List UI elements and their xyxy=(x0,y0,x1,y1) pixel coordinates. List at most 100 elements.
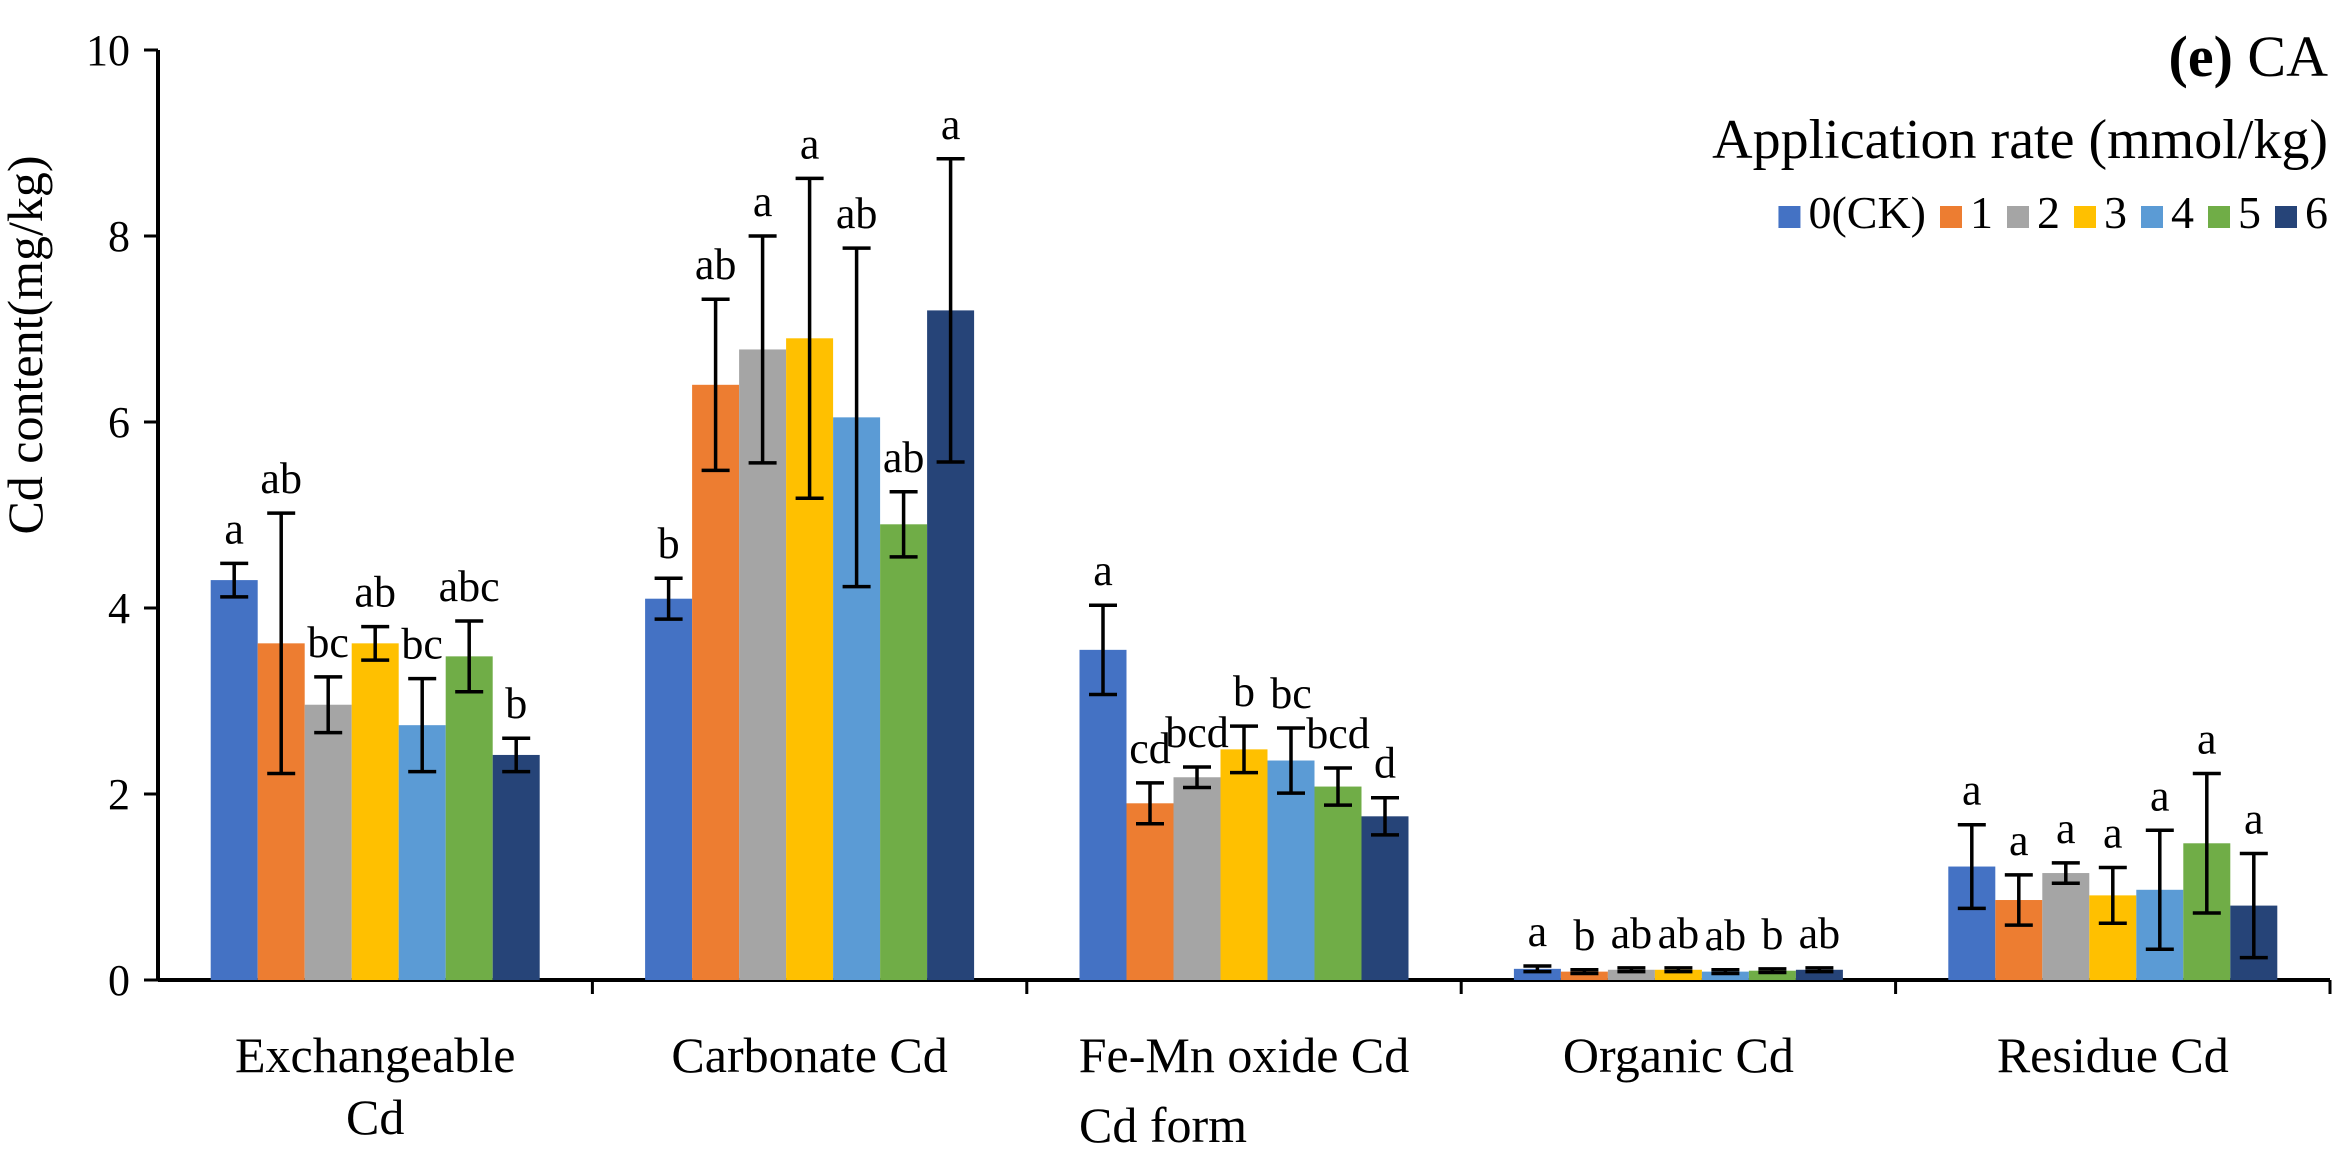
error-bar xyxy=(2192,771,2221,915)
error-bar xyxy=(502,736,531,774)
legend-item: 0(CK) xyxy=(1778,187,1926,238)
bar xyxy=(880,524,928,980)
bar xyxy=(1220,749,1268,980)
significance-letter: ab xyxy=(883,433,925,482)
error-bar xyxy=(701,297,730,473)
bar xyxy=(1361,816,1409,980)
panel-label: (e) CA xyxy=(2169,24,2329,89)
significance-letter: ab xyxy=(1705,911,1747,960)
significance-letter: a xyxy=(753,177,773,226)
error-bar xyxy=(1523,964,1552,974)
legend-item: 5 xyxy=(2208,187,2261,238)
bar xyxy=(1607,969,1655,980)
legend-swatch xyxy=(1940,206,1962,228)
error-bar xyxy=(1089,603,1117,697)
error-bar xyxy=(1371,795,1399,837)
bar xyxy=(1748,970,1796,980)
y-tick-label: 2 xyxy=(108,770,130,819)
error-bar xyxy=(2004,873,2033,927)
y-tick-label: 4 xyxy=(108,584,130,633)
error-bar xyxy=(2051,861,2080,886)
significance-letter: abc xyxy=(439,562,500,611)
significance-letter: b xyxy=(1233,667,1255,716)
legend-label: 3 xyxy=(2104,187,2127,238)
significance-letter: a xyxy=(1528,907,1548,956)
significance-letter: a xyxy=(1093,546,1113,595)
legend-swatch xyxy=(1778,206,1801,228)
error-bar xyxy=(795,176,824,501)
error-bar xyxy=(889,490,918,559)
legend-swatch xyxy=(2074,206,2096,228)
x-ticks xyxy=(590,980,2332,994)
bar xyxy=(692,384,740,980)
error-bar xyxy=(408,676,437,774)
error-bar xyxy=(1711,968,1740,976)
bar xyxy=(1701,971,1749,980)
significance-letter: ab xyxy=(1611,909,1653,958)
significance-letter: b xyxy=(658,519,680,568)
legend-title: Application rate (mmol/kg) xyxy=(1712,109,2328,171)
error-bar xyxy=(1664,966,1693,974)
significance-letter: d xyxy=(1374,739,1396,788)
bar xyxy=(445,656,493,980)
error-bar xyxy=(1617,966,1646,974)
panel-label-name: CA xyxy=(2233,24,2328,89)
x-axis-title: Cd form xyxy=(1079,1097,1247,1153)
significance-letter: a xyxy=(2056,804,2076,853)
error-bar xyxy=(455,619,484,694)
error-bar xyxy=(1957,822,1986,911)
bar xyxy=(1079,649,1127,980)
bar xyxy=(304,704,352,980)
significance-letter: a xyxy=(2197,715,2217,764)
bar xyxy=(645,598,693,980)
y-tick-label: 0 xyxy=(108,956,130,1005)
legend-label: 0(CK) xyxy=(1808,187,1926,238)
category-label: Residue Cd xyxy=(1997,1027,2229,1083)
legend-label: 1 xyxy=(1970,187,1993,238)
y-tick-label: 6 xyxy=(108,398,130,447)
bar xyxy=(492,754,540,980)
significance-letter: ab xyxy=(260,454,302,503)
significance-letter: a xyxy=(2103,808,2123,857)
legend-swatch xyxy=(2275,206,2297,228)
y-tick-label: 8 xyxy=(108,212,130,261)
significance-letter: b xyxy=(1573,911,1595,960)
bar xyxy=(1560,971,1608,980)
legend-item: 1 xyxy=(1940,187,1993,238)
error-bar xyxy=(1136,781,1164,826)
error-bar xyxy=(2145,828,2174,952)
significance-letter: b xyxy=(505,679,527,728)
bar xyxy=(2042,873,2090,980)
significance-letter: ab xyxy=(695,240,737,289)
legend-item: 2 xyxy=(2007,187,2060,238)
significance-letter: a xyxy=(800,119,820,168)
legend-item: 3 xyxy=(2074,187,2127,238)
significance-letter: bc xyxy=(401,620,443,669)
error-bar xyxy=(2239,851,2268,960)
legend-label: 2 xyxy=(2037,187,2060,238)
bar xyxy=(1267,760,1315,980)
bar xyxy=(1314,786,1362,980)
significance-letter: bcd xyxy=(1306,709,1370,758)
legend-swatch xyxy=(2208,206,2230,228)
error-bar xyxy=(1324,766,1352,807)
significance-letter: a xyxy=(2150,771,2170,820)
bar xyxy=(1513,968,1561,980)
legend-label: 5 xyxy=(2238,187,2261,238)
error-bar xyxy=(2098,865,2127,926)
error-bar xyxy=(748,234,777,465)
bar xyxy=(1654,969,1702,980)
legend-label: 6 xyxy=(2305,187,2328,238)
error-bar xyxy=(936,157,965,464)
error-bar xyxy=(267,511,296,776)
error-bar xyxy=(654,576,683,621)
significance-letter: bc xyxy=(1270,669,1312,718)
legend-item: 6 xyxy=(2275,187,2328,238)
y-ticks: 0 2 4 6 8 10 xyxy=(86,26,158,1005)
category-label: Carbonate Cd xyxy=(671,1027,947,1083)
significance-letter: a xyxy=(941,100,961,149)
legend-swatch xyxy=(2007,206,2029,228)
error-bar xyxy=(1277,726,1305,795)
